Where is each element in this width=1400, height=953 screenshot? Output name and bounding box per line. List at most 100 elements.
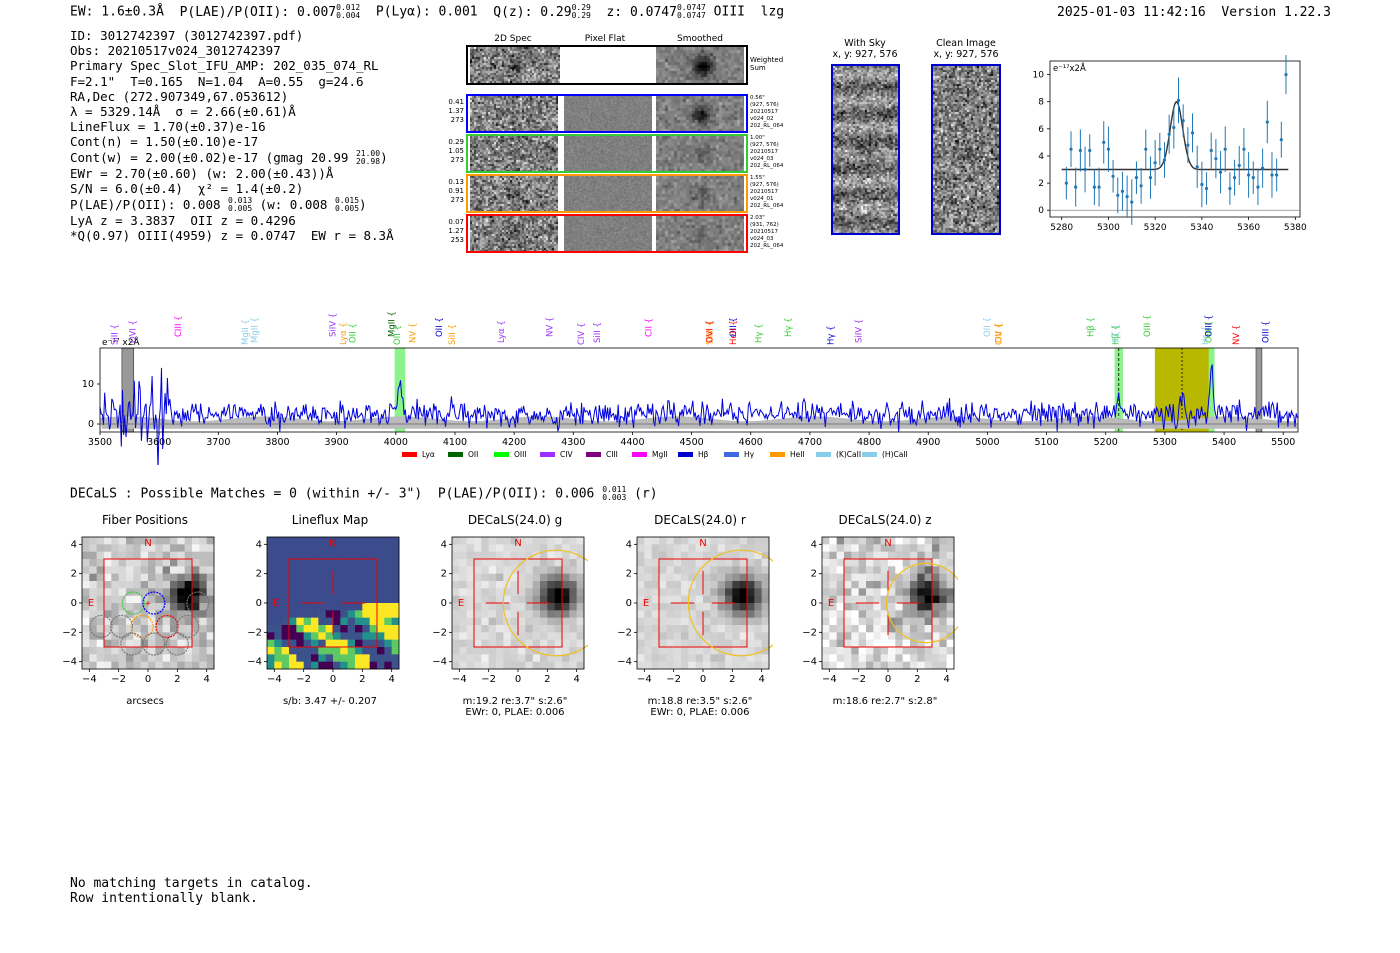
detection-info: ID: 3012742397 (3012742397.pdf) Obs: 202… — [70, 28, 394, 243]
spec2d-row-stat: 273 — [450, 196, 464, 204]
cutout-x-tick-label: 0 — [515, 674, 521, 685]
fit-data-point — [1190, 131, 1195, 135]
spectrum-x-tick-label: 4400 — [620, 437, 644, 448]
cutout-x-tick-label: −4 — [452, 674, 467, 685]
cutout-y-tick-label: −4 — [432, 657, 447, 668]
info-lineflux: LineFlux = 1.70(±0.37)e-16 — [70, 119, 266, 135]
spec2d-row — [466, 134, 748, 173]
fit-data-point — [1130, 200, 1134, 204]
fit-data-point — [1106, 147, 1111, 151]
cutout-title: Fiber Positions — [101, 513, 189, 527]
cutout-x-tick-label: 2 — [174, 674, 180, 685]
spectral-line-marker: OII { — [393, 325, 403, 345]
spectrum-x-tick-label: 4300 — [561, 437, 585, 448]
legend-label: OIII — [514, 450, 527, 459]
spectrum-x-tick-label: 3700 — [206, 437, 230, 448]
spectral-line-marker: SiII { — [111, 324, 121, 345]
fiber-circle — [155, 614, 179, 639]
cutout-x-tick-label: 2 — [359, 674, 365, 685]
cutout-caption-line: m:18.6 re:2.7" s:2.8" — [832, 696, 938, 707]
spectrum-x-tick-label: 4100 — [443, 437, 467, 448]
cutout-y-tick-label: −4 — [802, 657, 817, 668]
spectral-line-marker: HeII { — [729, 320, 739, 345]
spectral-line-marker: Hγ { — [784, 317, 794, 337]
cutout-x-tick-label: 2 — [729, 674, 735, 685]
spectrum-x-tick-label: 4600 — [739, 437, 763, 448]
spec2d-row-meta-line: v024_01 — [750, 196, 774, 202]
spec2d-panel: 2D Spec Pixel Flat Smoothed Weighted Sum… — [440, 32, 783, 257]
spectrum-x-tick-label: 4800 — [857, 437, 881, 448]
spectrum-x-tick-label: 5300 — [1153, 437, 1177, 448]
legend-swatch — [494, 452, 509, 457]
spec2d-row-meta-line: 20210517 — [750, 189, 778, 195]
fit-data-point — [1195, 165, 1199, 169]
cutout-y-tick-label: 0 — [626, 598, 632, 609]
fit-data-point — [1074, 185, 1078, 189]
with-sky-title: With Sky x, y: 927, 576 — [832, 38, 898, 60]
fit-data-point — [1102, 140, 1106, 144]
cutout-caption-line: arcsecs — [126, 696, 164, 707]
north-label: N — [329, 538, 336, 549]
spectral-line-marker: OIII { — [1205, 315, 1215, 337]
header-plya: P(Lyα): 0.001 — [375, 4, 478, 20]
cutout-y-tick-label: −2 — [62, 627, 77, 638]
cutout-y-tick-label: −4 — [247, 657, 262, 668]
fiber-circle — [109, 614, 134, 639]
footer-line-2: Row intentionally blank. — [70, 891, 258, 906]
spec2d-row-2dspec — [470, 216, 558, 251]
spectral-line-marker: NV { — [546, 317, 556, 337]
weighted-sum-row — [466, 45, 748, 85]
spec2d-row-pixelflat — [564, 176, 652, 211]
cutout-aperture-ellipse — [687, 549, 773, 657]
fit-data-point — [1284, 72, 1288, 77]
info-lya: LyA z = 3.3837 OII z = 0.4296 — [70, 213, 296, 229]
cutout-x-tick-label: 4 — [573, 674, 579, 685]
spec2d-row-meta-line: 202_RL_064 — [750, 203, 784, 209]
timestamp: 2025-01-03 11:42:16 — [1057, 5, 1206, 20]
fiber-circle — [142, 591, 166, 615]
legend-label: (H)CaII — [882, 450, 908, 459]
cutout-y-tick-label: 4 — [71, 539, 77, 550]
fit-data-point — [1111, 174, 1115, 178]
fit-ylabel: e⁻¹⁷x2Å — [1053, 62, 1086, 74]
fit-data-point — [1261, 166, 1265, 170]
spec2d-row-stats: 0.41 1.37 273 — [440, 98, 464, 125]
cutout-image: N E −4 −4 −2 −2 0 0 2 2 4 4 — [247, 536, 400, 685]
header-line: OIII — [713, 4, 745, 20]
fiber-circle — [121, 591, 145, 615]
legend-swatch — [540, 452, 555, 457]
cutout-caption: s/b: 3.47 +/- 0.207 — [255, 696, 405, 707]
legend-swatch — [632, 452, 647, 457]
spec2d-row-smoothed — [656, 216, 744, 251]
spec2d-row-stat: 273 — [450, 116, 464, 124]
spec2d-row-2dspec — [470, 96, 558, 131]
cutout-y-tick-label: 4 — [256, 539, 262, 550]
spec2d-row-meta-line: 0.56" — [750, 95, 765, 101]
header-ew: EW: 1.6±0.3Å — [70, 4, 164, 20]
fit-data-point — [1242, 147, 1246, 151]
clean-image — [931, 64, 1001, 235]
north-label: N — [699, 538, 706, 549]
spectrum-x-tick-label: 4900 — [916, 437, 940, 448]
cutout-image: + N E −4 −4 −2 −2 0 0 2 2 4 4 — [62, 536, 215, 685]
cutout-caption-line: m:18.8 re:3.5" s:2.6" — [647, 696, 753, 707]
fit-data-point — [1134, 176, 1139, 180]
spec2d-row-meta-line: 202_RL_064 — [750, 243, 784, 249]
fit-data-point — [1265, 120, 1269, 124]
fit-data-point — [1209, 148, 1213, 153]
spec2d-row-2dspec — [470, 176, 558, 211]
cutout-caption: m:18.8 re:3.5" s:2.6" EWr: 0, PLAE: 0.006 — [625, 696, 775, 718]
cutout-x-tick-label: −2 — [851, 674, 866, 685]
fit-data-point — [1125, 195, 1129, 199]
fit-x-tick-label: 5360 — [1237, 223, 1260, 233]
fit-data-point — [1270, 173, 1274, 177]
spectral-line-marker: SiIV { — [854, 319, 864, 343]
info-contw: Cont(w) = 2.00(±0.02)e-17 (gmag 20.99 21… — [70, 149, 388, 167]
spec2d-row-stat: 0.13 — [448, 178, 464, 186]
legend-swatch — [816, 452, 831, 457]
fit-y-tick-label: 10 — [1033, 71, 1045, 81]
spectral-line-marker: OVI { — [705, 320, 715, 343]
weighted-sum-2dspec — [470, 47, 560, 83]
spec2d-row-meta: 1.00" (927, 576) 20210517 v024_03 202_RL_064 — [750, 135, 790, 170]
version: Version 1.22.3 — [1221, 5, 1331, 20]
